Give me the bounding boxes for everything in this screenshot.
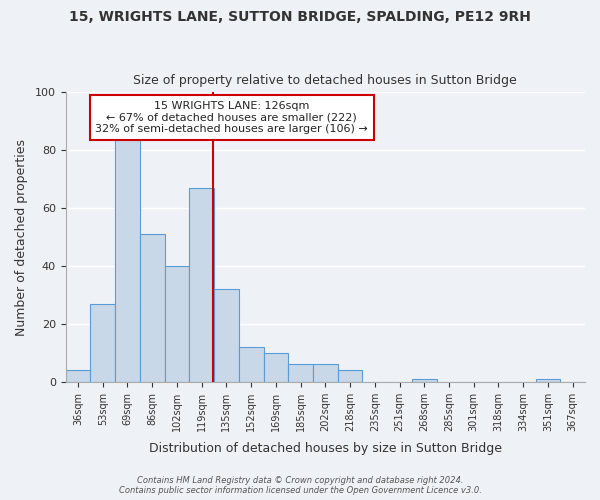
Title: Size of property relative to detached houses in Sutton Bridge: Size of property relative to detached ho…	[133, 74, 517, 87]
X-axis label: Distribution of detached houses by size in Sutton Bridge: Distribution of detached houses by size …	[149, 442, 502, 455]
Text: 15, WRIGHTS LANE, SUTTON BRIDGE, SPALDING, PE12 9RH: 15, WRIGHTS LANE, SUTTON BRIDGE, SPALDIN…	[69, 10, 531, 24]
Bar	[140, 234, 164, 382]
Bar	[263, 353, 288, 382]
Bar	[91, 304, 115, 382]
Bar	[190, 188, 214, 382]
Bar	[115, 136, 140, 382]
Y-axis label: Number of detached properties: Number of detached properties	[15, 138, 28, 336]
Text: Contains HM Land Registry data © Crown copyright and database right 2024.
Contai: Contains HM Land Registry data © Crown c…	[119, 476, 481, 495]
Bar	[239, 347, 263, 382]
Bar	[65, 370, 91, 382]
Text: 15 WRIGHTS LANE: 126sqm
← 67% of detached houses are smaller (222)
32% of semi-d: 15 WRIGHTS LANE: 126sqm ← 67% of detache…	[95, 101, 368, 134]
Bar	[288, 364, 313, 382]
Bar	[338, 370, 362, 382]
Bar	[412, 379, 437, 382]
Bar	[164, 266, 190, 382]
Bar	[313, 364, 338, 382]
Bar	[536, 379, 560, 382]
Bar	[214, 289, 239, 382]
